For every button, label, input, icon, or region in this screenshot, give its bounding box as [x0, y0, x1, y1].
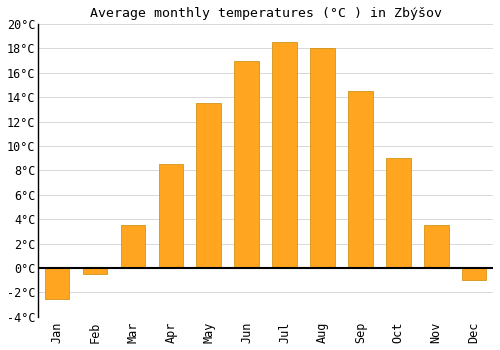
- Bar: [83, 268, 108, 274]
- Bar: [386, 158, 410, 268]
- Bar: [120, 225, 146, 268]
- Title: Average monthly temperatures (°C ) in Zbýšov: Average monthly temperatures (°C ) in Zb…: [90, 7, 442, 20]
- Bar: [272, 42, 297, 268]
- Bar: [310, 48, 335, 268]
- Bar: [196, 103, 221, 268]
- Bar: [424, 225, 448, 268]
- Bar: [348, 91, 372, 268]
- Bar: [45, 268, 70, 299]
- Bar: [158, 164, 183, 268]
- Bar: [462, 268, 486, 280]
- Bar: [234, 61, 259, 268]
